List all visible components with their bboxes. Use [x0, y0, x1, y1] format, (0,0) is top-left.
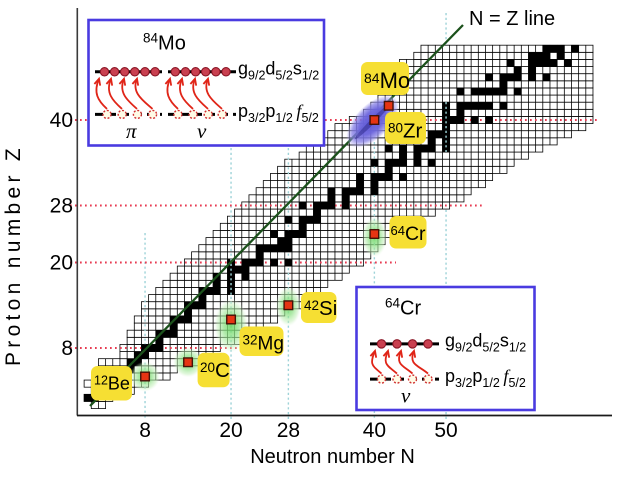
svg-text:20: 20 — [219, 419, 242, 442]
svg-text:50: 50 — [434, 419, 457, 442]
svg-text:p3/2p1/2 f5/2: p3/2p1/2 f5/2 — [238, 101, 319, 125]
svg-text:8: 8 — [61, 337, 73, 360]
svg-text:20C: 20C — [200, 359, 230, 382]
svg-text:Neutron number N: Neutron number N — [250, 446, 415, 468]
svg-text:g9/2d5/2s1/2: g9/2d5/2s1/2 — [445, 331, 526, 355]
svg-text:28: 28 — [277, 419, 300, 442]
svg-text:64Cr: 64Cr — [385, 296, 421, 320]
svg-text:40: 40 — [363, 419, 386, 442]
svg-text:Proton number Z: Proton number Z — [2, 144, 25, 366]
svg-text:g9/2d5/2s1/2: g9/2d5/2s1/2 — [238, 59, 319, 83]
svg-text:ν: ν — [197, 119, 207, 143]
svg-text:12Be: 12Be — [94, 374, 130, 394]
svg-text:40: 40 — [50, 109, 73, 132]
svg-text:ν: ν — [401, 384, 411, 408]
svg-text:N = Z line: N = Z line — [469, 8, 555, 30]
svg-text:28: 28 — [50, 195, 73, 218]
svg-text:20: 20 — [50, 252, 73, 275]
svg-text:84Mo: 84Mo — [143, 31, 186, 55]
svg-text:π: π — [126, 119, 137, 143]
svg-text:p3/2p1/2 f5/2: p3/2p1/2 f5/2 — [445, 366, 526, 390]
svg-text:8: 8 — [139, 419, 151, 442]
